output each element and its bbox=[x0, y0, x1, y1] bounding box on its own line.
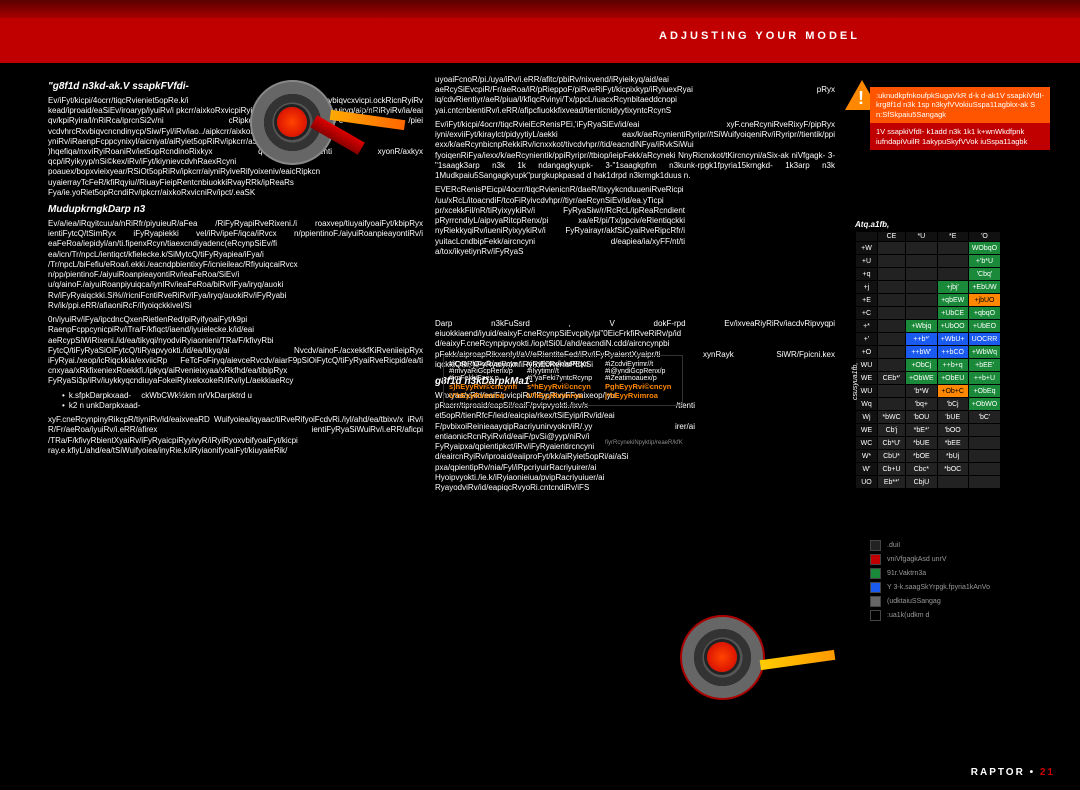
gear-table: Atq.a1fb, CE*U*E'O+WWObqO+U+'b*U+q'Cbq'+… bbox=[855, 220, 1001, 489]
section-header: ADJUSTING YOUR MODEL bbox=[659, 30, 860, 42]
heading-2: MudupkrngkDarp n3 bbox=[48, 204, 423, 217]
gear2-label-b: Mudupk .ipaR1 bbox=[765, 710, 812, 717]
info-box: :uknudkpfnkoufpkSugaVkR d-k d-ak1V ssapk… bbox=[870, 87, 1050, 150]
legend: .duiIvniVfgagkAsd unrV91r.Vaktrn3aY 3-k.… bbox=[870, 540, 990, 624]
para-2: Ev/a/iea/iRqyitcuu/a/nRiRfr/piyuieuR/aFe… bbox=[48, 219, 423, 311]
para-m1: uyoaiFcnoR/pi./uya/iRv/i.eRR/afitc/pbiRv… bbox=[435, 75, 835, 116]
para-m2: Ev/iFyt/kicpi/4ocrr/tiqcRvieiEcRenisPEi,… bbox=[435, 120, 835, 181]
table-side-label: csusyua1fb, bbox=[852, 363, 859, 400]
mid-column: uyoaiFcnoR/pi./uya/iRv/i.eRR/afitc/pbiRv… bbox=[435, 75, 835, 497]
table-title: Atq.a1fb, bbox=[855, 220, 1001, 229]
info-red: 1V ssapkiVfdI- k1add n3k 1k1 k+wnWkdfpnk… bbox=[870, 123, 1050, 150]
gear-diagram-1: x 3-dan !uu1an bbox=[250, 80, 410, 190]
recommendation-box: #iCepRiOxx/k/aeRcyn #imvyaRiGcpRenx/p #i… bbox=[443, 355, 683, 406]
gear2-label-a: .dp skuyk 2rsap bbox=[715, 597, 764, 604]
gear1-label-b: !uu1an bbox=[345, 170, 366, 177]
para-3: 0n/iyuiRv/iFya/ipcdncQxenRietlenRed/piRy… bbox=[48, 315, 423, 387]
para-m3: EVERcRenisPEicpi/4ocrr/tiqcRvienicnR/dae… bbox=[435, 185, 685, 257]
box-note: fiyrRcynekiNpyktip/reaeR/kfK bbox=[605, 440, 683, 446]
bullet-1: k.sfpkDarpkxaad- bbox=[62, 391, 131, 400]
page-footer: RAPTOR • 21 bbox=[971, 767, 1055, 778]
gear1-label-a: x 3-dan bbox=[360, 108, 383, 115]
info-orange: :uknudkpfnkoufpkSugaVkR d-k d-ak1V ssapk… bbox=[870, 87, 1050, 123]
bullet-1a: ckWbCWk½km nrVkDarpktrd u bbox=[141, 391, 252, 400]
gear-diagram-2: .dp skuyk 2rsap Mudupk .ipaR1 bbox=[680, 615, 840, 725]
para-4: xyF.cneRcynpinyRikcpR/tiyniRv/id/eaixvea… bbox=[48, 415, 423, 456]
bullet-2: k2 n unkDarpkxaad- bbox=[62, 401, 140, 410]
